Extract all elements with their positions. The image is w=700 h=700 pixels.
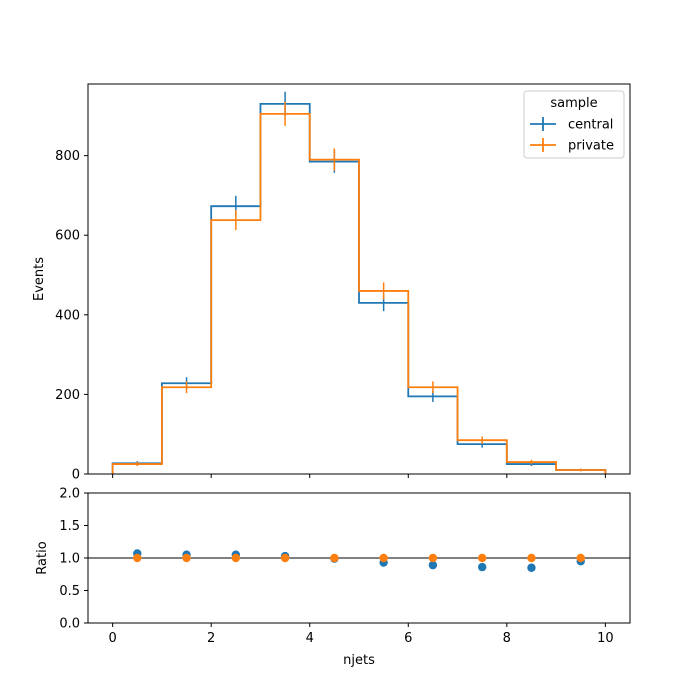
main-y-tick-label: 800	[55, 149, 80, 164]
ratio-point-central	[428, 560, 438, 570]
legend: sample central private	[523, 90, 625, 159]
ratio-point-private	[231, 553, 241, 563]
main-x-ticks	[112, 474, 606, 478]
x-tick-label: 8	[503, 631, 511, 646]
legend-entries: central private	[530, 117, 614, 154]
main-y-axis-label: Events	[32, 257, 47, 301]
x-tick-label: 6	[404, 631, 412, 646]
ratio-y-axis-label: Ratio	[35, 541, 50, 574]
legend-title: sample	[550, 96, 597, 111]
ratio-point-central	[477, 562, 487, 572]
ratio-panel: 0.0 0.5 1.0 1.5 2.0 0 2 4 6 8 10 Ratio njets	[35, 487, 631, 668]
main-y-tick-label: 600	[55, 229, 80, 244]
x-tick-label: 2	[207, 631, 215, 646]
main-y-tick-label: 400	[55, 308, 80, 323]
ratio-y-tick-label: 2.0	[59, 487, 80, 502]
main-series-layer	[111, 91, 607, 474]
legend-box	[523, 90, 625, 159]
ratio-point-private	[330, 553, 339, 563]
ratio-point-central	[527, 563, 536, 572]
ratio-series-layer	[133, 549, 585, 572]
ratio-point-private	[133, 553, 142, 563]
legend-label-central: central	[568, 118, 613, 133]
ratio-point-private	[527, 553, 536, 563]
ratio-y-tick-label: 0.5	[59, 584, 80, 599]
main-y-tick-label: 0	[72, 468, 80, 483]
main-y-ticks: 0 200 400 600 800	[55, 149, 88, 483]
ratio-y-tick-label: 1.0	[59, 552, 80, 567]
legend-label-private: private	[568, 139, 614, 154]
ratio-y-tick-label: 0.0	[59, 617, 80, 632]
x-tick-label: 0	[108, 631, 116, 646]
main-panel: 0 200 400 600 800 Events sample central priva…	[32, 83, 631, 483]
x-axis-label: njets	[343, 653, 375, 668]
main-axes-frame	[87, 83, 631, 475]
ratio-axes-frame	[87, 492, 631, 624]
main-y-tick-label: 200	[55, 388, 80, 403]
ratio-point-private	[576, 553, 585, 563]
x-tick-label: 4	[306, 631, 314, 646]
ratio-x-ticks: 0 2 4 6 8 10	[108, 623, 614, 646]
ratio-y-ticks: 0.0 0.5 1.0 1.5 2.0	[59, 487, 88, 632]
ratio-point-private	[280, 553, 290, 563]
ratio-point-private	[182, 553, 191, 563]
x-tick-label: 10	[597, 631, 614, 646]
ratio-y-tick-label: 1.5	[59, 519, 80, 534]
ratio-point-private	[477, 553, 487, 563]
ratio-point-private	[428, 553, 438, 563]
ratio-point-private	[379, 553, 388, 563]
